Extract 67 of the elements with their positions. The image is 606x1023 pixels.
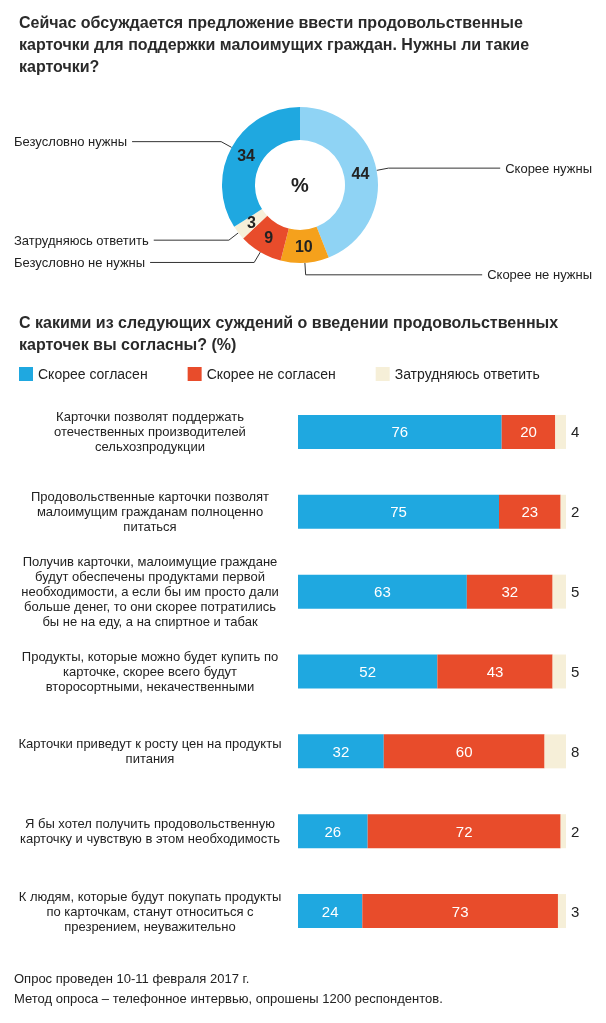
data-label: 63 — [374, 583, 391, 601]
bar — [298, 734, 384, 769]
chart-title: Сейчас обсуждается предложение ввести продовольственные карточки для поддержки малоимущих граждан. Нужны ли такие карточки? — [19, 13, 530, 75]
bar — [298, 814, 368, 849]
data-label: 10 — [294, 237, 313, 255]
bar — [544, 734, 566, 769]
slice-label: Затрудняюсь ответить — [14, 232, 149, 248]
slice-label: Скорее не нужны — [487, 267, 592, 283]
y-tick-label: Я бы хотел получить продовольственную карточку и чувствую в этом необходимость — [19, 816, 281, 847]
data-label: 34 — [237, 146, 256, 164]
y-tick-label: Карточки позволят поддержать отечественных производителей сельхозпродукции — [54, 409, 246, 455]
bar — [298, 414, 502, 449]
data-label: 73 — [451, 902, 469, 920]
legend-label: Скорее согласен — [38, 366, 148, 382]
data-label: 32 — [332, 742, 350, 760]
data-label: 26 — [324, 822, 342, 840]
data-label: 2 — [571, 503, 580, 521]
text: Метод опроса – телефонное интервью, опрошены 1200 респондентов. — [14, 991, 443, 1006]
data-label: 60 — [455, 742, 473, 760]
data-label: 75 — [390, 503, 407, 521]
data-label: 3 — [246, 214, 256, 232]
data-label: 8 — [571, 742, 580, 760]
y-tick-label: К людям, которые будут покупать продукты по карточкам, станут относиться с презрением, неуважительно — [18, 888, 282, 934]
data-label: 76 — [391, 423, 409, 441]
data-label: 3 — [571, 902, 580, 920]
data-label: 52 — [359, 663, 377, 680]
bar — [560, 494, 566, 529]
slice-label: Безусловно нужны — [14, 134, 128, 150]
y-tick-label: Получив карточки, малоимущие граждане будут обеспечены продуктами первой необходимости, а если бы им просто дали больше денег, то они скорее потратились бы не на еду, а на спиртное и табак — [21, 554, 279, 630]
y-tick-label: Продовольственные карточки позволят малоимущим гражданам полноценно питаться — [31, 489, 270, 535]
data-label: 5 — [571, 583, 580, 601]
bar — [298, 574, 467, 609]
data-label: 23 — [521, 503, 539, 521]
data-label: 4 — [571, 423, 580, 441]
data-label: 9 — [264, 229, 274, 247]
bar — [560, 814, 566, 849]
bar — [362, 894, 558, 929]
data-label: 5 — [571, 663, 580, 680]
data-label: 32 — [501, 583, 519, 601]
data-label: 2 — [571, 822, 580, 840]
bar — [437, 654, 553, 689]
data-label: 43 — [486, 663, 504, 680]
bar — [557, 894, 566, 929]
data-label: 24 — [321, 902, 339, 920]
bar — [367, 814, 561, 849]
bar — [383, 734, 545, 769]
slice-label: Безусловно не нужны — [14, 254, 146, 270]
y-tick-label: Карточки приведут к росту цен на продукты питания — [18, 736, 282, 767]
bar — [501, 414, 556, 449]
data-label: 72 — [455, 822, 473, 840]
bar — [552, 654, 566, 689]
bar — [552, 574, 566, 609]
bar — [298, 494, 499, 529]
text: % — [291, 174, 310, 196]
bar — [555, 414, 566, 449]
chart-title: С какими из следующих суждений о введении продовольственных карточек вы согласны? (%) — [19, 313, 559, 353]
bar — [499, 494, 561, 529]
data-label: 44 — [351, 164, 370, 182]
y-tick-label: Продукты, которые можно будет купить по карточке, скорее всего будут второсортными, некачественными — [21, 649, 279, 694]
legend-label: Затрудняюсь ответить — [394, 366, 540, 382]
slice-label: Скорее нужны — [505, 160, 592, 176]
bar — [298, 654, 438, 689]
data-label: 20 — [520, 423, 537, 441]
bar — [466, 574, 553, 609]
text: Опрос проведен 10-11 февраля 2017 г. — [14, 971, 250, 986]
legend-label: Скорее не согласен — [206, 366, 336, 382]
bar — [298, 894, 363, 929]
